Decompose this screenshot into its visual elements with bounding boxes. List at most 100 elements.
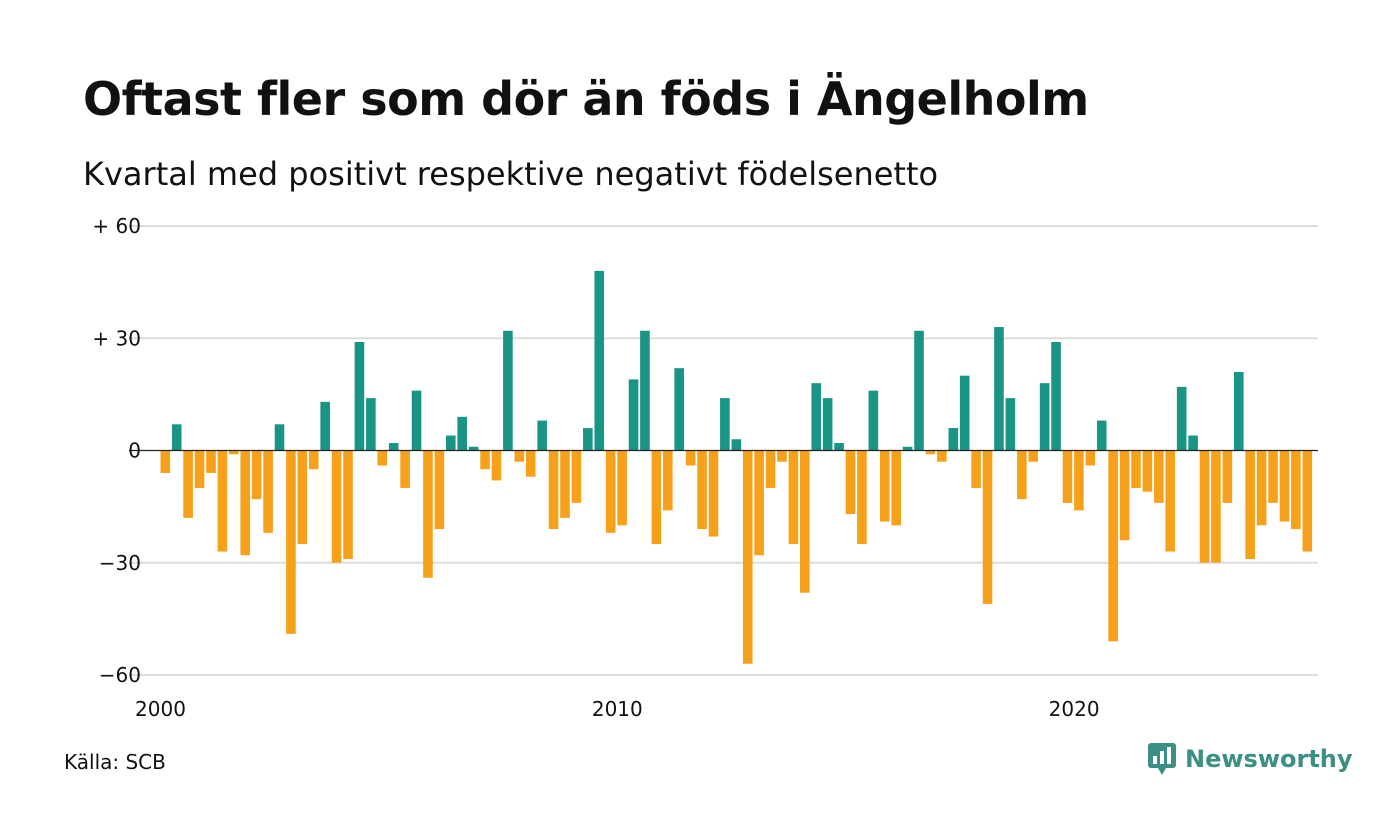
source-note: Källa: SCB [64,750,166,774]
bar [1302,450,1313,552]
brand-name: Newsworthy [1185,745,1353,773]
bar [446,435,456,451]
bar [171,424,182,451]
bar [194,450,205,488]
bar [1245,450,1255,560]
bar [1028,450,1039,462]
bar [240,450,251,556]
bar [183,450,193,518]
bar [697,450,707,530]
bar [308,450,319,470]
bar [845,450,856,515]
bar [217,450,228,552]
bar [423,450,433,578]
bar [1211,450,1221,563]
bar [617,450,627,526]
bar [982,450,993,604]
bar-chart: + 60 + 30 0 −30 −60 2000 2010 2020 [92,214,1318,721]
y-tick-label: −60 [99,663,141,687]
bar [583,428,593,451]
bar [754,450,764,556]
y-tick-label: 0 [128,439,141,463]
bar [708,450,719,537]
bar [720,398,730,451]
bar [1108,450,1118,642]
bar [959,375,970,451]
brand[interactable]: Newsworthy [1147,742,1353,776]
y-tick-label: + 30 [92,326,141,350]
bar [605,450,616,533]
bar [377,450,388,466]
x-tick-label: 2000 [135,697,186,721]
y-axis-labels: + 60 + 30 0 −30 −60 [92,214,141,687]
bar [788,450,799,545]
bar [434,450,445,530]
bar [765,450,776,488]
bar [731,439,742,451]
x-tick-label: 2010 [592,697,643,721]
bar [388,443,399,451]
bar [366,398,376,451]
bar [937,450,947,462]
bar [560,450,570,518]
bar [514,450,525,462]
grid-lines [129,225,1318,676]
bar [491,450,502,481]
bar [1005,398,1016,451]
bar [777,450,787,462]
bar [640,330,650,451]
bar [548,450,559,530]
bar [354,341,365,451]
bar [1233,371,1244,451]
bar [914,330,924,451]
bar [1256,450,1267,526]
bar [571,450,582,503]
bar [674,368,684,451]
bar [229,450,239,455]
bar [411,390,422,451]
bar [525,450,536,477]
bar [662,450,673,511]
bar [628,379,639,451]
bar [286,450,296,634]
bar [994,327,1004,451]
bar [1096,420,1107,451]
bar [1119,450,1130,541]
x-axis-labels: 2000 2010 2020 [135,697,1100,721]
bar [1165,450,1176,552]
bar [1017,450,1027,500]
bar [1291,450,1301,530]
bar [742,450,753,664]
chart-subtitle: Kvartal med positivt respektive negativt… [83,155,939,193]
bar [503,330,513,451]
bar [160,450,171,473]
bar [1222,450,1233,503]
bar [1074,450,1084,511]
bar [925,450,936,455]
newsworthy-logo-icon [1148,743,1176,775]
bar [297,450,308,545]
bar [1188,435,1198,451]
bars [160,270,1313,664]
bar [251,450,262,500]
bar [868,390,879,451]
bar [891,450,901,526]
bar [274,424,285,451]
bar [594,270,605,451]
bar [1176,386,1187,451]
bar [1062,450,1073,503]
bar [480,450,490,470]
bar [879,450,890,522]
bar [468,446,479,451]
bar [902,446,913,451]
bar [1199,450,1210,563]
bar [857,450,867,545]
bar [971,450,981,488]
bar [263,450,273,533]
bar [685,450,696,466]
bar [1051,341,1061,451]
x-tick-label: 2020 [1049,697,1100,721]
y-tick-label: + 60 [92,214,141,238]
y-tick-label: −30 [99,551,141,575]
chart-title: Oftast fler som dör än föds i Ängelholm [83,72,1089,126]
